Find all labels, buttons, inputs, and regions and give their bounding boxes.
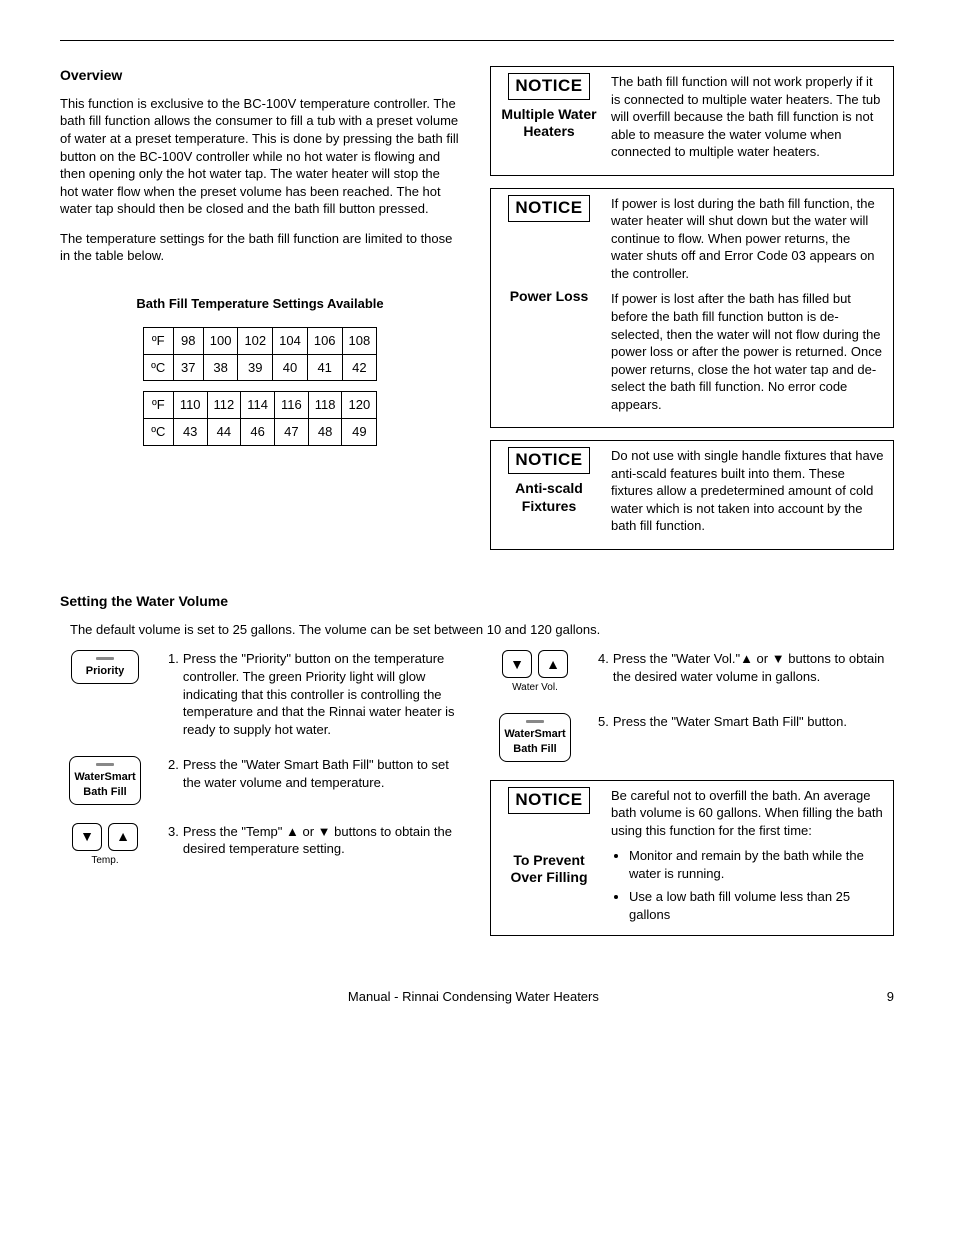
overview-p1: This function is exclusive to the BC-100… — [60, 95, 460, 218]
cell: 41 — [307, 354, 342, 381]
cell: 102 — [238, 328, 273, 355]
cell: 48 — [308, 419, 342, 446]
cell: 46 — [241, 419, 275, 446]
unit-f: ºF — [143, 328, 173, 355]
step1-text: Press the "Priority" button on the tempe… — [181, 650, 460, 738]
notice-overfill-b2: Use a low bath fill volume less than 25 … — [629, 888, 885, 923]
notice-antiscald: NOTICE Anti-scald Fixtures Do not use wi… — [490, 440, 894, 550]
vol-up-icon: ▲ — [538, 650, 568, 678]
cell: 108 — [342, 328, 377, 355]
steps-right: ▼ ▲ Water Vol. 4. Press the "Water Vol."… — [490, 650, 894, 948]
notice-badge: NOTICE — [508, 787, 589, 814]
step1-num: 1. — [168, 650, 181, 738]
cell: 40 — [273, 354, 308, 381]
notice-overfill-b1: Monitor and remain by the bath while the… — [629, 847, 885, 882]
step3-num: 3. — [168, 823, 181, 858]
volume-intro: The default volume is set to 25 gallons.… — [70, 621, 894, 639]
step4-text: Press the "Water Vol."▲ or ▼ buttons to … — [611, 650, 894, 685]
step5-text: Press the "Water Smart Bath Fill" button… — [611, 713, 894, 731]
cell: 43 — [173, 419, 207, 446]
overview-heading: Overview — [60, 66, 460, 85]
priority-label: Priority — [86, 665, 125, 677]
notice-overfill: NOTICE To Prevent Over Filling Be carefu… — [490, 780, 894, 937]
cell: 44 — [207, 419, 241, 446]
temp-down-icon: ▼ — [72, 823, 102, 851]
notice-multiple: NOTICE Multiple Water Heaters The bath f… — [490, 66, 894, 176]
notice-badge: NOTICE — [508, 73, 589, 100]
step2-text: Press the "Water Smart Bath Fill" button… — [181, 756, 460, 791]
cell: 98 — [173, 328, 203, 355]
cell: 39 — [238, 354, 273, 381]
steps-two-col: Priority 1. Press the "Priority" button … — [60, 650, 894, 948]
cell: 49 — [342, 419, 377, 446]
top-two-col: Overview This function is exclusive to t… — [60, 66, 894, 562]
notice-power: NOTICE Power Loss If power is lost durin… — [490, 188, 894, 429]
cell: 100 — [203, 328, 238, 355]
unit-f: ºF — [143, 392, 173, 419]
watervol-buttons-icon: ▼ ▲ Water Vol. — [502, 650, 568, 695]
step4-num: 4. — [598, 650, 611, 685]
footer-title: Manual - Rinnai Condensing Water Heaters — [348, 988, 599, 1006]
cell: 110 — [173, 392, 207, 419]
temp-label: Temp. — [72, 854, 138, 868]
cell: 37 — [173, 354, 203, 381]
cell: 104 — [273, 328, 308, 355]
overview-col: Overview This function is exclusive to t… — [60, 66, 460, 562]
cell: 120 — [342, 392, 377, 419]
cell: 116 — [275, 392, 309, 419]
step-5: WaterSmart Bath Fill 5. Press the "Water… — [490, 713, 894, 762]
notice-power-p1: If power is lost during the bath fill fu… — [611, 195, 885, 283]
notice-sub-power: Power Loss — [499, 288, 599, 306]
step2-num: 2. — [168, 756, 181, 791]
notice-sub-overfill: To Prevent Over Filling — [499, 852, 599, 887]
cell: 38 — [203, 354, 238, 381]
top-rule — [60, 40, 894, 41]
cell: 42 — [342, 354, 377, 381]
cell: 118 — [308, 392, 342, 419]
cell: 47 — [275, 419, 309, 446]
unit-c: ºC — [143, 419, 173, 446]
temp-table-2: ºF 110 112 114 116 118 120 ºC 43 44 46 4… — [143, 391, 377, 445]
notices-col: NOTICE Multiple Water Heaters The bath f… — [490, 66, 894, 562]
cell: 112 — [207, 392, 241, 419]
temp-buttons-icon: ▼ ▲ Temp. — [72, 823, 138, 868]
notice-overfill-intro: Be careful not to overfill the bath. An … — [611, 787, 885, 840]
temp-up-icon: ▲ — [108, 823, 138, 851]
notice-badge: NOTICE — [508, 195, 589, 222]
priority-button-icon: Priority — [71, 650, 139, 684]
volume-heading: Setting the Water Volume — [60, 592, 894, 611]
temp-table-1: ºF 98 100 102 104 106 108 ºC 37 38 39 40… — [143, 327, 378, 381]
step5-num: 5. — [598, 713, 611, 731]
bathfill-button-icon-2: WaterSmart Bath Fill — [499, 713, 570, 762]
watervol-label: Water Vol. — [502, 681, 568, 695]
steps-left: Priority 1. Press the "Priority" button … — [60, 650, 460, 948]
bathfill-label2: Bath Fill — [74, 785, 135, 800]
footer-page: 9 — [887, 988, 894, 1006]
cell: 106 — [307, 328, 342, 355]
page-footer: Manual - Rinnai Condensing Water Heaters… — [60, 988, 894, 1006]
step3-text: Press the "Temp" ▲ or ▼ buttons to obtai… — [181, 823, 460, 858]
bathfill-label1: WaterSmart — [504, 727, 565, 742]
unit-c: ºC — [143, 354, 173, 381]
cell: 114 — [241, 392, 275, 419]
bathfill-label1: WaterSmart — [74, 770, 135, 785]
step-4: ▼ ▲ Water Vol. 4. Press the "Water Vol."… — [490, 650, 894, 695]
bathfill-label2: Bath Fill — [504, 742, 565, 757]
notice-text-multiple: The bath fill function will not work pro… — [611, 73, 885, 161]
notice-badge: NOTICE — [508, 447, 589, 474]
notice-sub-antiscald: Anti-scald Fixtures — [499, 480, 599, 515]
temp-table-caption: Bath Fill Temperature Settings Available — [60, 295, 460, 313]
notice-text-antiscald: Do not use with single handle fixtures t… — [611, 447, 885, 535]
step-3: ▼ ▲ Temp. 3. Press the "Temp" ▲ or ▼ but… — [60, 823, 460, 868]
step-1: Priority 1. Press the "Priority" button … — [60, 650, 460, 738]
bathfill-button-icon: WaterSmart Bath Fill — [69, 756, 140, 805]
notice-power-p2: If power is lost after the bath has fill… — [611, 290, 885, 413]
vol-down-icon: ▼ — [502, 650, 532, 678]
notice-sub-multiple: Multiple Water Heaters — [499, 106, 599, 141]
step-2: WaterSmart Bath Fill 2. Press the "Water… — [60, 756, 460, 805]
overview-p2: The temperature settings for the bath fi… — [60, 230, 460, 265]
